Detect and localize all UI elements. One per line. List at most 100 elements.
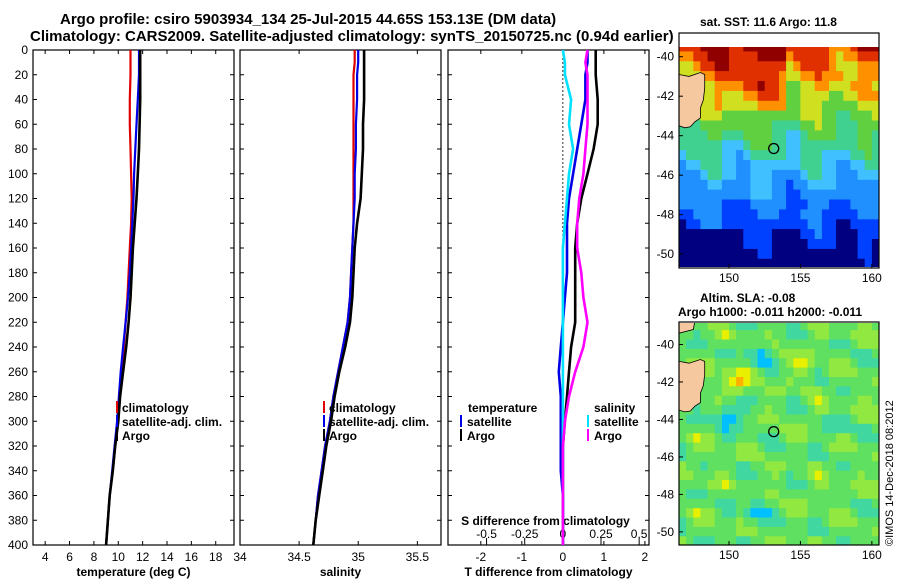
sst-cell xyxy=(729,228,737,239)
sla-cell xyxy=(707,395,716,406)
sla-cell xyxy=(829,348,837,359)
sla-cell xyxy=(793,367,801,377)
sst-cell xyxy=(779,228,787,239)
sst-cell xyxy=(764,70,773,81)
sla-cell xyxy=(864,357,873,368)
sla-cell xyxy=(743,423,751,434)
sla-cell xyxy=(686,526,694,537)
sst-cell xyxy=(814,169,823,180)
sst-cell xyxy=(736,60,744,72)
sst-cell xyxy=(764,129,773,141)
sst-cell xyxy=(679,47,687,52)
sst-cell xyxy=(843,100,851,111)
sst-cell xyxy=(850,47,859,52)
sst-cell xyxy=(779,129,787,141)
sst-cell xyxy=(736,198,744,210)
sla-cell xyxy=(714,357,723,368)
sla-cell xyxy=(843,395,851,406)
sla-cell xyxy=(836,329,844,340)
sst-cell xyxy=(764,90,773,101)
sst-cell xyxy=(857,248,866,259)
sla-cell xyxy=(750,385,759,396)
sst-cell xyxy=(836,60,844,72)
sla-cell xyxy=(750,488,759,499)
sla-cell xyxy=(850,451,859,462)
sla-cell xyxy=(750,507,759,518)
sla-cell xyxy=(814,451,823,462)
sla-cell xyxy=(779,338,787,349)
sla-cell xyxy=(707,323,716,331)
legend-label: Argo xyxy=(329,429,357,443)
sst-cell xyxy=(800,119,809,131)
sla-cell xyxy=(700,470,709,480)
sla-cell xyxy=(771,323,780,331)
sst-cell xyxy=(729,119,737,131)
sst-cell xyxy=(821,228,830,239)
sla-cell xyxy=(764,357,773,368)
sla-cell xyxy=(707,404,716,415)
x-axis-label: T difference from climatology xyxy=(464,565,632,579)
sst-cell xyxy=(800,100,809,111)
sst-cell xyxy=(757,258,766,267)
sst-cell xyxy=(757,110,766,121)
sst-cell xyxy=(779,110,787,121)
sla-cell xyxy=(793,376,801,387)
depth-tick-label: 180 xyxy=(8,266,28,280)
sst-cell xyxy=(843,189,851,200)
sst-cell xyxy=(793,228,801,239)
s-tick-label: -0.25 xyxy=(511,527,539,541)
sla-cell xyxy=(757,516,766,527)
sst-cell xyxy=(800,208,809,220)
sst-cell xyxy=(814,90,823,101)
sst-cell xyxy=(843,169,851,180)
sla-cell xyxy=(757,423,766,434)
sst-cell xyxy=(779,258,787,267)
sla-cell xyxy=(679,423,687,434)
sla-cell xyxy=(714,526,723,537)
sla-cell xyxy=(750,460,759,471)
sla-cell xyxy=(786,323,794,331)
sst-cell xyxy=(793,119,801,131)
sla-cell xyxy=(850,338,859,349)
sst-cell xyxy=(693,208,701,220)
sst-cell xyxy=(743,189,751,200)
sst-cell xyxy=(836,70,844,81)
sst-cell xyxy=(814,60,823,72)
sst-cell xyxy=(764,110,773,121)
sst-cell xyxy=(807,50,816,62)
sla-cell xyxy=(871,404,879,415)
sst-cell xyxy=(764,248,773,259)
sst-cell xyxy=(871,179,879,190)
sla-cell xyxy=(871,329,879,340)
sla-cell xyxy=(807,498,816,509)
sst-cell xyxy=(757,119,766,131)
sla-cell xyxy=(829,423,837,434)
sst-cell xyxy=(750,80,759,91)
sst-cell xyxy=(843,129,851,141)
sla-cell xyxy=(679,451,687,462)
sla-cell xyxy=(821,413,830,424)
sla-cell xyxy=(729,348,737,359)
sst-cell xyxy=(686,198,694,210)
sla-cell xyxy=(857,488,866,499)
legend-label: satellite-adj. clim. xyxy=(329,415,429,429)
sst-cell xyxy=(786,258,794,267)
sla-cell xyxy=(771,507,780,518)
lon-tick-label: 160 xyxy=(862,271,882,285)
sla-cell xyxy=(743,329,751,340)
sst-cell xyxy=(807,149,816,160)
sla-cell xyxy=(707,479,716,490)
sla-cell xyxy=(771,479,780,490)
sla-cell xyxy=(786,348,794,359)
sst-cell xyxy=(800,218,809,230)
sst-cell xyxy=(807,218,816,230)
sla-cell xyxy=(764,423,773,434)
sst-cell xyxy=(793,198,801,210)
sst-cell xyxy=(829,90,837,101)
sst-cell xyxy=(757,208,766,220)
sla-cell xyxy=(679,413,687,424)
sla-cell xyxy=(757,526,766,537)
sla-cell xyxy=(814,470,823,480)
sst-cell xyxy=(871,50,879,62)
sla-cell xyxy=(829,329,837,340)
